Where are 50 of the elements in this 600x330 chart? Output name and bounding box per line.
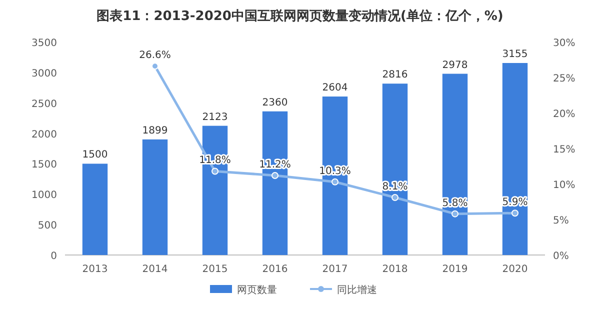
x-tick-label: 2017 [322, 264, 348, 275]
legend-label: 网页数量 [237, 285, 277, 296]
x-tick-label: 2013 [82, 264, 108, 275]
legend-label: 同比增速 [337, 284, 377, 296]
bar [442, 74, 468, 255]
x-tick-label: 2020 [502, 264, 528, 275]
y-tick-label: 1500 [32, 160, 57, 171]
data-label: 1899 [142, 125, 168, 136]
y-tick-label: 3500 [32, 38, 57, 49]
data-label: 2123 [202, 112, 228, 123]
data-label: 2360 [262, 97, 288, 108]
data-label: 8.1% [382, 181, 408, 192]
data-label: 5.9% [502, 197, 528, 208]
data-label: 1500 [82, 150, 108, 161]
data-label: 2604 [322, 82, 348, 94]
point [392, 194, 398, 201]
y2-tick-label: 20% [553, 109, 576, 120]
point [212, 168, 218, 175]
y-tick-label: 2500 [32, 98, 57, 110]
x-tick-label: 2014 [142, 264, 168, 275]
y2-tick-label: 10% [553, 180, 576, 191]
point [332, 178, 338, 186]
x-tick-label: 2019 [442, 264, 468, 275]
point [272, 172, 278, 179]
y-tick-label: 3000 [32, 68, 57, 80]
data-label: 2816 [382, 70, 408, 81]
data-label: 2978 [442, 60, 468, 71]
y-tick-label: 0 [50, 251, 57, 262]
y-tick-label: 500 [38, 220, 57, 232]
y2-tick-label: 30% [553, 38, 576, 49]
data-label: 26.6% [139, 50, 171, 62]
y2-tick-label: 5% [553, 216, 569, 226]
bar [82, 164, 108, 255]
point [452, 210, 458, 218]
bar [502, 62, 528, 255]
y-tick-label: 1000 [32, 190, 57, 202]
y-tick-label: 2000 [32, 129, 57, 140]
bar [142, 139, 168, 255]
y2-tick-label: 25% [553, 74, 576, 84]
y2-tick-label: 15% [553, 144, 576, 156]
bar [382, 84, 408, 255]
point [512, 210, 518, 217]
x-tick-label: 2015 [202, 264, 228, 275]
y2-tick-label: 0% [553, 251, 569, 262]
chart-title: 图表11：2013-2020中国互联网网页数量变动情况(单位：亿个，%) [96, 8, 504, 24]
data-label: 5.8% [442, 198, 468, 209]
data-label: 3155 [502, 48, 528, 60]
x-tick-label: 2016 [262, 264, 288, 275]
x-tick-label: 2018 [382, 264, 408, 275]
point [152, 62, 158, 70]
